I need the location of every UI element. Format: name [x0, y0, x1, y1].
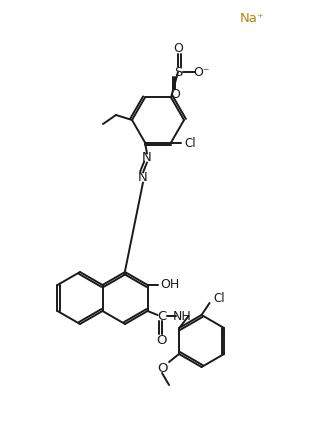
Text: C: C — [157, 309, 166, 323]
Text: NH: NH — [173, 309, 192, 323]
Text: O: O — [156, 334, 167, 346]
Text: N: N — [142, 151, 152, 164]
Text: O: O — [170, 88, 180, 101]
Text: Na⁺: Na⁺ — [240, 12, 264, 25]
Text: S: S — [174, 66, 182, 79]
Text: OH: OH — [160, 279, 179, 292]
Text: O⁻: O⁻ — [194, 66, 210, 79]
Text: N: N — [138, 171, 148, 184]
Text: O: O — [157, 362, 167, 375]
Text: O: O — [173, 42, 183, 55]
Text: Cl: Cl — [214, 292, 225, 305]
Text: Cl: Cl — [184, 137, 196, 150]
